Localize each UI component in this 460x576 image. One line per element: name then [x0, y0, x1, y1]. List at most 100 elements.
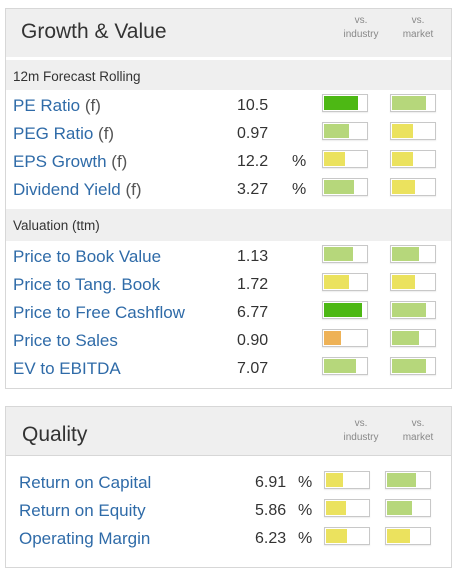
rating-bar-market	[390, 150, 436, 168]
growth-value-panel: Growth & Value vs. industry vs. market 1…	[5, 8, 452, 389]
metric-row: EV to EBITDA 7.07	[6, 355, 451, 383]
col-header-industry: vs. industry	[343, 418, 379, 443]
metric-value: 6.77	[237, 304, 269, 321]
rating-bar-fill	[326, 501, 346, 515]
rating-bar-market	[390, 245, 436, 263]
metric-row: Return on Capital 6.91%	[6, 469, 451, 497]
metric-row: Price to Tang. Book 1.72	[6, 271, 451, 299]
metric-link[interactable]: PE Ratio	[13, 96, 81, 115]
rating-bar-fill	[387, 501, 412, 515]
metric-value: 5.86	[255, 502, 287, 519]
metric-unit: %	[298, 474, 313, 491]
rating-bar-fill	[392, 331, 419, 345]
rating-bar-industry	[324, 499, 370, 517]
metric-link[interactable]: Price to Book Value	[13, 247, 162, 266]
rating-bar-fill	[392, 124, 413, 138]
rating-bar-industry	[322, 273, 368, 291]
metric-value: 1.72	[237, 276, 269, 293]
metric-link[interactable]: Price to Free Cashflow	[13, 303, 185, 322]
metric-label: PE Ratio (f)	[13, 96, 101, 116]
rating-bar-industry	[322, 245, 368, 263]
metric-suffix: (f)	[84, 96, 101, 115]
metric-label: Price to Book Value	[13, 247, 161, 267]
rating-bar-fill	[387, 473, 416, 487]
rating-bar-fill	[387, 529, 410, 543]
metric-value: 10.5	[237, 97, 269, 114]
rating-bar-fill	[324, 124, 349, 138]
rating-bar-fill	[324, 303, 362, 317]
metric-link[interactable]: Operating Margin	[19, 529, 151, 548]
rating-bar-market	[390, 329, 436, 347]
metric-value: 6.91	[255, 474, 287, 491]
rating-bar-fill	[326, 529, 347, 543]
rating-bar-market	[390, 94, 436, 112]
rating-bar-industry	[322, 150, 368, 168]
metric-value: 6.23	[255, 530, 287, 547]
metric-label: PEG Ratio (f)	[13, 124, 114, 144]
metric-suffix: (f)	[111, 152, 128, 171]
rating-bar-market	[385, 527, 431, 545]
rating-bar-fill	[392, 275, 415, 289]
rating-bar-fill	[392, 96, 426, 110]
metric-label: Price to Tang. Book	[13, 275, 160, 295]
metric-value: 1.13	[237, 248, 269, 265]
rating-bar-fill	[392, 359, 426, 373]
metric-row: Price to Sales 0.90	[6, 327, 451, 355]
metric-row: Price to Book Value 1.13	[6, 243, 451, 271]
metric-label: Price to Free Cashflow	[13, 303, 185, 323]
rating-bar-market	[385, 499, 431, 517]
metric-label: Dividend Yield (f)	[13, 180, 142, 200]
metric-suffix: (f)	[125, 180, 142, 199]
metric-unit: %	[298, 502, 313, 519]
metric-label: Return on Equity	[19, 501, 146, 521]
quality-panel: Quality vs. industry vs. market Return o…	[5, 406, 452, 568]
metric-unit: %	[298, 530, 313, 547]
rating-bar-market	[385, 471, 431, 489]
metric-row: Dividend Yield (f) 3.27%	[6, 176, 451, 204]
metric-unit: %	[292, 153, 307, 170]
metric-label: Return on Capital	[19, 473, 151, 493]
metric-unit: %	[292, 181, 307, 198]
rating-bar-fill	[324, 96, 358, 110]
metric-row: PE Ratio (f) 10.5	[6, 92, 451, 120]
metric-link[interactable]: Price to Tang. Book	[13, 275, 161, 294]
rating-bar-fill	[324, 359, 356, 373]
divider	[6, 455, 451, 456]
metric-row: PEG Ratio (f) 0.97	[6, 120, 451, 148]
metric-link[interactable]: EPS Growth	[13, 152, 107, 171]
section-valuation: Valuation (ttm)	[6, 209, 451, 241]
rating-bar-market	[390, 301, 436, 319]
rating-bar-industry	[324, 527, 370, 545]
rating-bar-fill	[324, 152, 345, 166]
metric-link[interactable]: Price to Sales	[13, 331, 118, 350]
rating-bar-industry	[322, 329, 368, 347]
growth-value-title: Growth & Value	[21, 20, 167, 43]
rating-bar-market	[390, 357, 436, 375]
metric-row: EPS Growth (f) 12.2%	[6, 148, 451, 176]
rating-bar-fill	[324, 247, 353, 261]
rating-bar-fill	[392, 247, 419, 261]
rating-bar-industry	[322, 122, 368, 140]
col-header-industry: vs. industry	[343, 15, 379, 40]
section-forecast: 12m Forecast Rolling	[6, 60, 451, 90]
col-header-market: vs. market	[402, 15, 434, 40]
metric-link[interactable]: Return on Equity	[19, 501, 146, 520]
rating-bar-market	[390, 178, 436, 196]
metric-value: 3.27	[237, 181, 269, 198]
metric-link[interactable]: Dividend Yield	[13, 180, 121, 199]
metric-link[interactable]: PEG Ratio	[13, 124, 94, 143]
rating-bar-fill	[392, 152, 413, 166]
metric-link[interactable]: Return on Capital	[19, 473, 152, 492]
growth-value-header: Growth & Value vs. industry vs. market	[6, 9, 451, 57]
rating-bar-fill	[326, 473, 343, 487]
metric-label: Operating Margin	[19, 529, 150, 549]
metric-link[interactable]: EV to EBITDA	[13, 359, 121, 378]
rating-bar-market	[390, 273, 436, 291]
rating-bar-industry	[322, 357, 368, 375]
metric-label: Price to Sales	[13, 331, 118, 351]
metric-row: Return on Equity 5.86%	[6, 497, 451, 525]
metric-value: 12.2	[237, 153, 269, 170]
quality-title: Quality	[22, 423, 88, 446]
metric-value: 7.07	[237, 360, 269, 377]
col-header-market: vs. market	[402, 418, 434, 443]
